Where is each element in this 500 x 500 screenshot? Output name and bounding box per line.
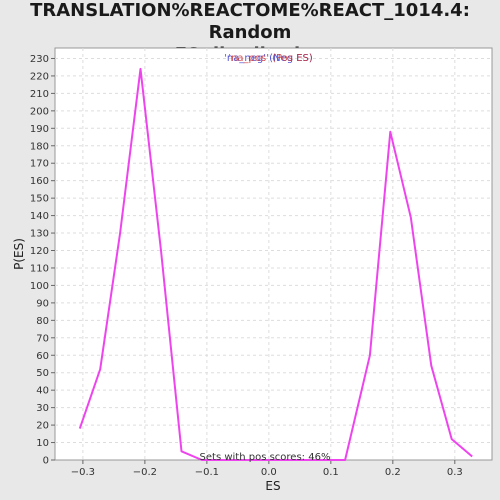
- x-tick-label: −0.3: [71, 467, 95, 478]
- y-tick-label: 20: [36, 421, 49, 432]
- y-tick-label: 180: [30, 141, 49, 152]
- y-axis-ticks: 0 10 20 30 40 50 60 70 80 90 100 110 120 130 140 150 160…: [30, 54, 55, 467]
- y-tick-label: 40: [36, 386, 49, 397]
- y-tick-label: 80: [36, 316, 49, 327]
- y-axis-label: P(ES): [12, 238, 26, 270]
- legend: 'na_neg' (Neg ES)'na_pos' (Pos ES): [224, 53, 313, 64]
- y-tick-label: 50: [36, 368, 49, 379]
- x-tick-label: 0.1: [323, 467, 339, 478]
- y-tick-label: 140: [30, 211, 49, 222]
- x-tick-label: −0.1: [195, 467, 219, 478]
- series-line-0: [78, 67, 473, 461]
- y-tick-label: 100: [30, 281, 49, 292]
- x-axis-ticks: −0.3 −0.2 −0.1 0.0 0.1 0.2 0.3: [71, 460, 463, 478]
- x-tick-label: −0.2: [133, 467, 157, 478]
- annotation-text: Sets with pos scores: 46%: [200, 452, 331, 463]
- y-tick-label: 200: [30, 106, 49, 117]
- chart-title-line1: TRANSLATION%REACTOME%REACT_1014.4: Rando…: [30, 0, 470, 43]
- y-tick-label: 10: [36, 438, 49, 449]
- y-tick-label: 150: [30, 194, 49, 205]
- y-tick-label: 220: [30, 71, 49, 82]
- legend-entry-1: 'na_pos' (Pos ES): [228, 53, 313, 64]
- y-tick-label: 130: [30, 229, 49, 240]
- y-tick-label: 170: [30, 159, 49, 170]
- grid-lines: [55, 48, 492, 460]
- y-tick-label: 230: [30, 54, 49, 65]
- x-tick-label: 0.3: [447, 467, 463, 478]
- y-tick-label: 190: [30, 124, 49, 135]
- plot-area: [54, 47, 493, 461]
- x-axis-label: ES: [265, 479, 280, 493]
- y-tick-label: 110: [30, 263, 49, 274]
- y-tick-label: 60: [36, 351, 49, 362]
- series-group: [78, 67, 473, 461]
- y-tick-label: 160: [30, 176, 49, 187]
- y-tick-label: 30: [36, 403, 49, 414]
- legend-entry-0: 'na_neg' (Neg ES): [224, 53, 313, 64]
- x-tick-label: 0.2: [385, 467, 401, 478]
- y-tick-label: 0: [43, 456, 49, 467]
- x-tick-label: 0.0: [261, 467, 277, 478]
- y-tick-label: 210: [30, 89, 49, 100]
- y-tick-label: 70: [36, 333, 49, 344]
- y-tick-label: 120: [30, 246, 49, 257]
- y-tick-label: 90: [36, 298, 49, 309]
